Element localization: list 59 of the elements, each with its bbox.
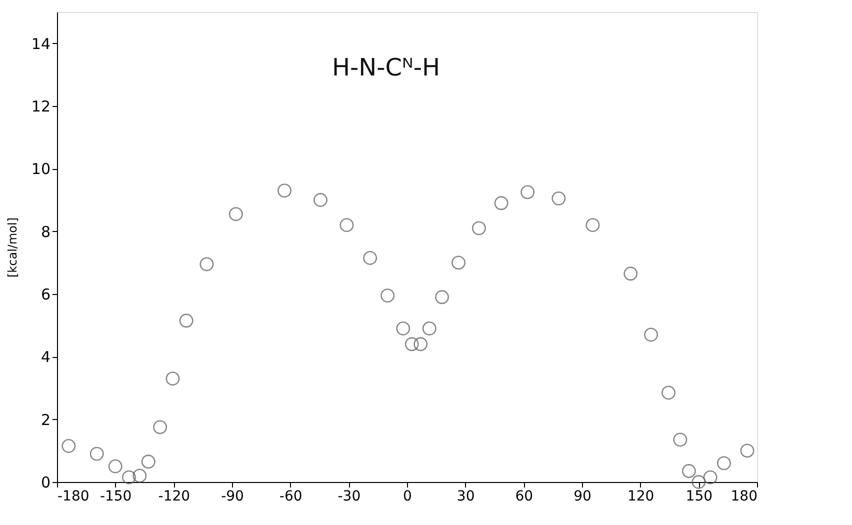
point	[278, 184, 292, 198]
point	[520, 185, 535, 200]
point	[703, 470, 718, 484]
point	[472, 221, 486, 236]
point	[452, 256, 466, 270]
x-tick-label: -90	[221, 488, 244, 504]
x-tick-label: 180	[730, 488, 758, 504]
point	[108, 459, 122, 474]
point	[166, 372, 180, 386]
x-tick-label: 60	[515, 488, 534, 504]
y-tick-label: 4	[40, 348, 50, 366]
point	[692, 475, 706, 489]
point	[740, 444, 754, 458]
point	[662, 386, 676, 400]
x-tick-label: 90	[574, 488, 592, 504]
point	[414, 337, 428, 352]
y-tick-label: 10	[31, 160, 50, 178]
annotation: H-N-Cᴺ-H	[332, 53, 440, 82]
point	[682, 464, 696, 478]
point	[62, 439, 76, 453]
y-axis-title: [kcal/mol]	[5, 217, 20, 278]
point	[200, 257, 214, 272]
x-tick-label: -120	[158, 488, 190, 504]
point	[552, 191, 566, 206]
point	[153, 420, 168, 434]
point	[132, 468, 147, 483]
x-tick-label: -60	[279, 488, 302, 504]
y-tick-label: 6	[40, 286, 50, 304]
point	[313, 193, 328, 207]
x-tick-label: 0	[403, 488, 412, 504]
y-tick-label: 2	[40, 410, 50, 429]
x-tick-label: 30	[456, 488, 475, 504]
point	[435, 290, 449, 304]
point	[422, 322, 436, 336]
point	[673, 432, 688, 447]
point	[494, 196, 508, 210]
point	[340, 218, 354, 232]
x-tick-label: 120	[627, 488, 654, 504]
point	[644, 328, 658, 342]
point	[90, 446, 104, 461]
point	[122, 470, 136, 484]
point	[141, 454, 156, 469]
x-tick-label: -180	[58, 488, 90, 504]
y-tick-label: 12	[31, 98, 50, 116]
point	[380, 288, 395, 303]
y-tick-label: 8	[40, 222, 50, 241]
y-tick-label: 14	[31, 34, 50, 53]
point	[179, 314, 194, 328]
point	[396, 322, 410, 336]
point	[404, 337, 419, 352]
point	[624, 266, 638, 281]
x-tick-label: 150	[686, 488, 713, 504]
point	[363, 251, 378, 265]
point	[716, 456, 731, 470]
x-tick-label: -30	[338, 488, 361, 504]
y-tick-label: 0	[40, 474, 50, 492]
point	[228, 207, 243, 222]
x-tick-label: -150	[100, 488, 132, 504]
point	[586, 218, 600, 232]
